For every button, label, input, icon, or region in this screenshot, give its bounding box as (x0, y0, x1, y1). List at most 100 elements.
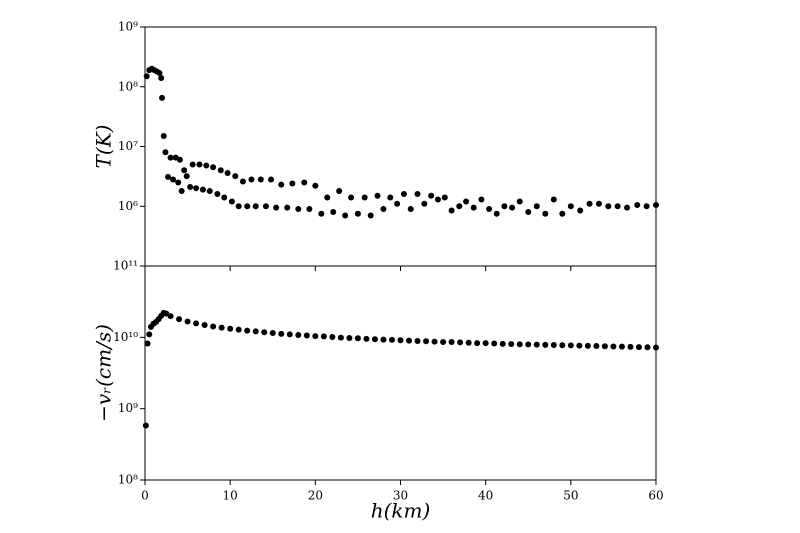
point (244, 203, 251, 210)
point (474, 340, 481, 347)
point (181, 167, 188, 174)
y-tick-label: 10⁹ (118, 20, 138, 34)
point (159, 94, 166, 101)
point (210, 164, 217, 171)
y-tick-label: 10⁶ (118, 199, 138, 213)
point (414, 191, 421, 198)
point (423, 338, 430, 345)
x-tick-label: 10 (223, 489, 238, 503)
y-tick-label: 10⁸ (118, 473, 138, 487)
point (478, 196, 485, 203)
point (400, 191, 407, 198)
point (491, 340, 498, 347)
point (320, 333, 327, 340)
point (576, 342, 583, 349)
point (465, 339, 472, 346)
point (295, 331, 302, 338)
point (306, 205, 313, 212)
point (329, 334, 336, 341)
point (346, 334, 353, 341)
point (158, 75, 165, 82)
point (584, 342, 591, 349)
point (361, 194, 368, 201)
point (567, 203, 574, 210)
point (262, 203, 269, 210)
point (224, 170, 231, 177)
point (440, 339, 447, 346)
point (184, 318, 191, 325)
point (201, 321, 208, 328)
point (406, 337, 413, 344)
point (394, 200, 401, 207)
point (193, 320, 200, 327)
point (235, 326, 242, 333)
point (367, 212, 374, 219)
point (482, 340, 489, 347)
point (501, 203, 508, 210)
point (210, 323, 217, 330)
point (421, 200, 428, 207)
point (428, 192, 435, 199)
point (203, 162, 210, 169)
y-axis-label: −vᵣ(cm/s) (92, 324, 116, 422)
point (261, 329, 268, 336)
point (431, 338, 438, 345)
point (470, 204, 477, 211)
point (303, 332, 310, 339)
point (593, 343, 600, 350)
point (550, 342, 557, 349)
point (434, 196, 441, 203)
x-tick-label: 30 (393, 489, 408, 503)
point (567, 342, 574, 349)
point (146, 331, 153, 338)
point (486, 205, 493, 212)
point (252, 328, 259, 335)
point (354, 335, 361, 342)
y-tick-label: 10⁸ (118, 79, 138, 93)
point (248, 176, 255, 183)
y-tick-label: 10¹⁰ (113, 330, 138, 344)
point (348, 194, 355, 201)
point (387, 194, 394, 201)
point (508, 341, 515, 348)
point (268, 176, 275, 183)
point (644, 344, 651, 351)
point (284, 204, 291, 211)
point (448, 339, 455, 346)
point (493, 210, 500, 217)
y-axis-label: T(K) (92, 125, 116, 169)
point (183, 173, 190, 180)
point (525, 209, 532, 216)
x-axis-label: h(km) (371, 499, 431, 523)
point (577, 207, 584, 214)
point (142, 422, 149, 429)
plot-frame (144, 265, 657, 481)
point (516, 341, 523, 348)
point (610, 343, 617, 350)
point (595, 200, 602, 207)
x-tick-label: 50 (563, 489, 578, 503)
point (448, 207, 455, 214)
point (214, 191, 221, 198)
point (463, 198, 470, 205)
point (441, 194, 448, 201)
point (635, 344, 642, 351)
point (605, 203, 612, 210)
point (525, 341, 532, 348)
point (175, 179, 182, 186)
point (542, 341, 549, 348)
point (516, 198, 523, 205)
point (239, 178, 246, 185)
point (627, 343, 634, 350)
point (162, 149, 169, 156)
point (278, 330, 285, 337)
point (167, 154, 174, 161)
point (196, 161, 203, 168)
point (170, 176, 177, 183)
y-tick-label: 10¹¹ (113, 259, 138, 273)
point (380, 336, 387, 343)
point (318, 210, 325, 217)
point (167, 313, 174, 320)
point (164, 173, 171, 180)
